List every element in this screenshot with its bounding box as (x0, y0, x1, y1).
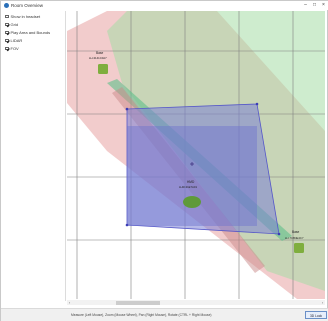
checkbox[interactable] (5, 14, 9, 19)
option-grid[interactable]: Grid (5, 21, 18, 28)
options-sidebar: Show in headset Grid Play Area and Bound… (3, 11, 66, 301)
hmd-icon[interactable] (183, 196, 201, 208)
lighthouse-a-serial: LH-3141C0A7 (89, 56, 107, 60)
close-icon[interactable]: × (322, 2, 325, 8)
scroll-right-icon[interactable]: › (321, 300, 324, 305)
scrollbar-thumb[interactable] (116, 300, 160, 305)
room-map-canvas[interactable]: Base LH-3141C0A7 Base LH-7CB4E4C7 HMD LH… (67, 11, 325, 299)
checkbox[interactable] (5, 46, 9, 51)
option-label: LIDAR (10, 38, 23, 43)
minimize-icon[interactable]: – (304, 2, 307, 8)
center-crosshair-icon (190, 162, 194, 166)
maximize-icon[interactable]: □ (312, 2, 317, 8)
status-bar: Measure (Left Mouse), Zoom (Mouse Wheel)… (1, 308, 328, 321)
option-label: Play Area and Bounds (10, 30, 51, 35)
checkbox[interactable] (5, 30, 9, 35)
play-area-bounds (127, 126, 257, 226)
lighthouse-b-serial: LH-7CB4E4C7 (285, 236, 304, 240)
lock-view-button[interactable]: 3D Lock (305, 311, 327, 319)
option-play-area[interactable]: Play Area and Bounds (5, 29, 50, 36)
lighthouse-b-label: Base (292, 230, 299, 234)
hmd-serial: LHR-31E7A01 (179, 185, 197, 189)
lighthouse-a-label: Base (96, 51, 103, 55)
play-area-corners[interactable] (125, 102, 281, 236)
room-map[interactable]: Base LH-3141C0A7 Base LH-7CB4E4C7 HMD LH… (67, 11, 325, 299)
lighthouse-b-icon[interactable] (294, 243, 304, 253)
lighthouse-a-icon[interactable] (98, 64, 108, 74)
title-bar: Room Overview – □ × (1, 1, 328, 10)
controls-hint: Measure (Left Mouse), Zoom (Mouse Wheel)… (71, 313, 212, 317)
checkbox[interactable] (5, 22, 9, 27)
option-lidar[interactable]: LIDAR (5, 37, 22, 44)
horizontal-scrollbar[interactable]: ‹ › (67, 300, 325, 305)
globe-icon (4, 3, 9, 8)
option-label: FOV (10, 46, 19, 51)
option-show-in-headset[interactable]: Show in headset (5, 13, 40, 20)
scroll-left-icon[interactable]: ‹ (68, 300, 71, 305)
option-label: Grid (10, 22, 19, 27)
window-title: Room Overview (11, 3, 44, 8)
checkbox[interactable] (5, 38, 9, 43)
hmd-label: HMD (187, 180, 195, 184)
option-label: Show in headset (10, 14, 41, 19)
option-fov[interactable]: FOV (5, 45, 19, 52)
